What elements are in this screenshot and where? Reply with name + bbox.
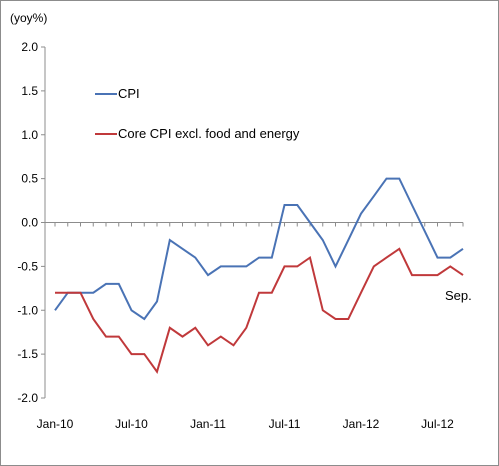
legend-label-core-cpi: Core CPI excl. food and energy: [118, 126, 300, 141]
y-tick-label: 0.0: [21, 216, 38, 230]
annotation-sep: Sep.: [445, 288, 472, 303]
legend-label-cpi: CPI: [118, 86, 140, 101]
y-tick-label: 2.0: [21, 40, 38, 54]
y-tick-label: 0.5: [21, 172, 38, 186]
x-tick-label: Jan-11: [190, 417, 226, 431]
y-tick-label: -1.0: [17, 303, 38, 317]
series-line-cpi: [54, 177, 464, 321]
y-tick-label: 1.5: [21, 84, 38, 98]
axes: 2.0 1.5 1.0 0.5 0.0 -0.5 -1.0 -1.5 -2.0 Jan-10 Jul…: [17, 40, 464, 431]
series-lines: [54, 177, 464, 374]
y-tick-label: -2.0: [17, 391, 38, 405]
series-line-core-cpi: [55, 247, 464, 374]
legend: CPI Core CPI excl. food and energy: [95, 86, 300, 141]
x-tick-label: Jul-12: [421, 417, 454, 431]
x-tick-label: Jan-10: [37, 417, 74, 431]
y-tick-label: -1.5: [17, 347, 38, 361]
y-axis-label: (yoy%): [10, 11, 47, 25]
y-tick-label: -0.5: [17, 259, 38, 273]
x-tick-label: Jan-12: [343, 417, 380, 431]
x-tick-label: Jul-11: [269, 417, 301, 431]
y-tick-label: 1.0: [21, 128, 38, 142]
x-tick-label: Jul-10: [115, 417, 148, 431]
